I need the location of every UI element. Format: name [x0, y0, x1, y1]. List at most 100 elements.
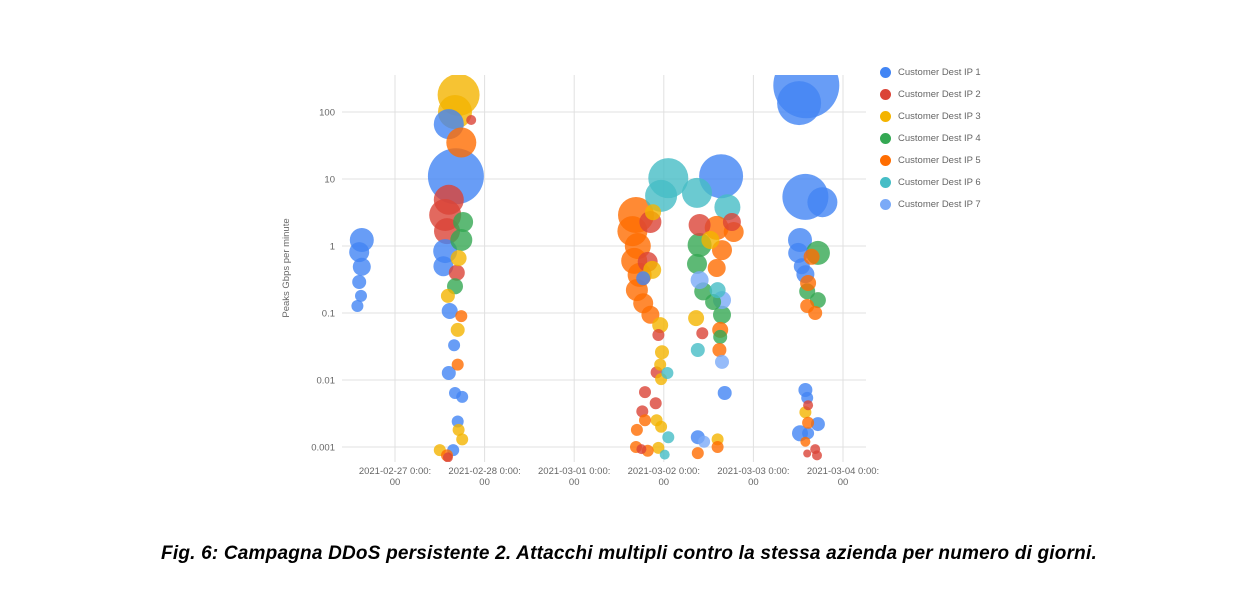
- legend-item-5[interactable]: Customer Dest IP 5: [880, 154, 981, 167]
- bubble-point-series-1[interactable]: [807, 187, 838, 218]
- bubble-point-series-1[interactable]: [717, 386, 732, 400]
- bubble-point-series-5[interactable]: [808, 306, 823, 320]
- bubble-point-series-4[interactable]: [687, 253, 707, 274]
- legend-item-1[interactable]: Customer Dest IP 1: [880, 66, 981, 79]
- bubble-point-series-1[interactable]: [636, 271, 651, 286]
- bubble-point-series-5[interactable]: [803, 248, 820, 265]
- bubble-point-series-4[interactable]: [453, 212, 474, 232]
- bubble-point-series-2[interactable]: [448, 264, 465, 281]
- bubble-point-series-2[interactable]: [803, 449, 812, 458]
- bubble-point-series-6[interactable]: [659, 449, 670, 460]
- bubble-point-series-3[interactable]: [652, 317, 669, 334]
- bubble-point-series-1[interactable]: [777, 81, 822, 126]
- bubble-point-series-2[interactable]: [442, 452, 453, 462]
- bubble-point-series-6[interactable]: [682, 177, 712, 208]
- bubble-point-series-5[interactable]: [712, 343, 727, 357]
- grid-layer: [342, 75, 866, 462]
- bubble-point-series-1[interactable]: [441, 303, 458, 319]
- legend-item-3[interactable]: Customer Dest IP 3: [880, 110, 981, 123]
- bubble-point-series-1[interactable]: [810, 417, 825, 432]
- bubble-point-series-1[interactable]: [349, 242, 370, 263]
- x-axis-tick-label: 2021-03-02 0:00: 00: [628, 466, 700, 488]
- bubble-point-series-1[interactable]: [351, 300, 364, 312]
- bubble-layer: [349, 75, 840, 462]
- bubble-point-series-4[interactable]: [450, 229, 473, 251]
- x-axis-tick-label: 2021-03-04 0:00: 00: [807, 466, 879, 488]
- bubble-point-series-6[interactable]: [645, 179, 678, 212]
- bubble-point-series-3[interactable]: [655, 420, 668, 433]
- bubble-point-series-2[interactable]: [812, 450, 822, 461]
- y-axis-tick-label: 100: [319, 108, 335, 119]
- bubble-point-series-4[interactable]: [713, 305, 731, 324]
- bubble-point-series-5[interactable]: [800, 436, 811, 447]
- bubble-point-series-3[interactable]: [450, 250, 467, 267]
- bubble-point-series-2[interactable]: [722, 213, 741, 231]
- bubble-point-series-3[interactable]: [688, 310, 705, 327]
- bubble-point-series-4[interactable]: [713, 329, 728, 344]
- bubble-point-series-5[interactable]: [802, 416, 815, 429]
- bubble-point-series-1[interactable]: [352, 257, 371, 276]
- legend-item-2[interactable]: Customer Dest IP 2: [880, 88, 981, 101]
- bubble-point-series-7[interactable]: [698, 435, 711, 448]
- bubble-point-series-5[interactable]: [455, 310, 468, 323]
- bubble-point-series-3[interactable]: [645, 204, 661, 221]
- x-axis-tick-label: 2021-02-28 0:00: 00: [448, 466, 520, 488]
- bubble-point-series-2[interactable]: [639, 386, 651, 399]
- bubble-point-series-2[interactable]: [696, 327, 709, 340]
- bubble-point-series-2[interactable]: [652, 329, 665, 341]
- bubble-point-series-1[interactable]: [433, 256, 454, 277]
- legend-item-6[interactable]: Customer Dest IP 6: [880, 176, 981, 189]
- bubble-point-series-5[interactable]: [800, 275, 817, 291]
- bubble-point-series-3[interactable]: [450, 322, 465, 337]
- bubble-point-series-7[interactable]: [715, 354, 729, 369]
- bubble-point-series-1[interactable]: [456, 390, 469, 403]
- bubble-point-series-5[interactable]: [707, 259, 726, 277]
- bubble-point-series-6[interactable]: [662, 431, 675, 444]
- legend-swatch-icon: [880, 177, 891, 188]
- bubble-point-series-3[interactable]: [654, 358, 667, 371]
- bubble-point-series-2[interactable]: [636, 444, 647, 455]
- x-axis-tick-label: 2021-02-27 0:00: 00: [359, 466, 431, 488]
- bubble-point-series-1[interactable]: [355, 289, 367, 302]
- y-axis-tick-label: 0.1: [322, 309, 335, 320]
- bubble-point-series-5[interactable]: [630, 423, 643, 436]
- bubble-point-series-3[interactable]: [452, 423, 465, 436]
- legend-label: Customer Dest IP 3: [898, 111, 981, 122]
- legend-label: Customer Dest IP 4: [898, 133, 981, 144]
- bubble-point-series-5[interactable]: [451, 358, 464, 371]
- y-axis-tick-label: 0.01: [317, 376, 336, 387]
- legend-label: Customer Dest IP 2: [898, 89, 981, 100]
- axis-layer: 100 10 1 0.1 0.01 0.001 2021-02-27 0:00: 00 2021…: [311, 108, 879, 489]
- bubble-point-series-2[interactable]: [433, 184, 464, 215]
- legend-item-7[interactable]: Customer Dest IP 7: [880, 198, 981, 211]
- bubble-point-series-1[interactable]: [802, 427, 815, 440]
- bubble-point-series-5[interactable]: [639, 414, 651, 427]
- bubble-point-series-3[interactable]: [701, 231, 720, 249]
- bubble-point-series-2[interactable]: [688, 214, 711, 236]
- legend-swatch-icon: [880, 89, 891, 100]
- bubble-point-series-2[interactable]: [649, 397, 662, 410]
- bubble-point-series-6[interactable]: [661, 367, 674, 379]
- bubble-point-series-3[interactable]: [655, 345, 669, 360]
- bubble-point-series-1[interactable]: [352, 275, 367, 289]
- bubble-point-series-5[interactable]: [446, 127, 477, 158]
- bubble-point-series-5[interactable]: [711, 441, 724, 453]
- x-axis-tick-label: 2021-03-01 0:00: 00: [538, 466, 610, 488]
- x-axis-tick-label: 2021-03-03 0:00: 00: [717, 466, 789, 488]
- bubble-point-series-5[interactable]: [691, 447, 704, 460]
- bubble-point-series-1[interactable]: [441, 366, 456, 380]
- bubble-point-series-3[interactable]: [440, 288, 455, 303]
- bubble-point-series-3[interactable]: [456, 433, 469, 446]
- bubble-point-series-6[interactable]: [690, 343, 705, 357]
- legend-swatch-icon: [880, 67, 891, 78]
- bubble-point-series-2[interactable]: [466, 115, 477, 125]
- bubble-chart: 100 10 1 0.1 0.01 0.001 2021-02-27 0:00: 00 2021…: [281, 66, 981, 489]
- chart-canvas: 100 10 1 0.1 0.01 0.001 2021-02-27 0:00: 00 2021…: [281, 75, 879, 489]
- bubble-point-series-6[interactable]: [709, 282, 726, 299]
- bubble-point-series-1[interactable]: [788, 242, 809, 263]
- legend-item-4[interactable]: Customer Dest IP 4: [880, 132, 981, 145]
- bubble-point-series-7[interactable]: [690, 271, 709, 290]
- bubble-point-series-2[interactable]: [803, 400, 814, 411]
- bubble-point-series-1[interactable]: [448, 339, 461, 352]
